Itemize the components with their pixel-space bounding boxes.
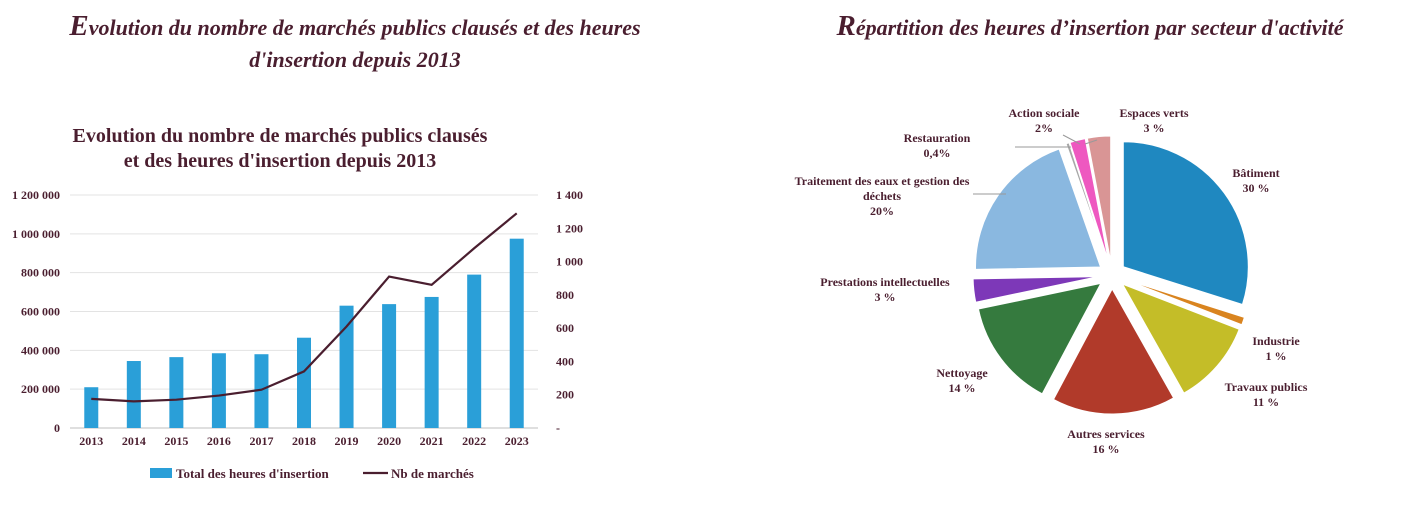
pie-label-value: 14 % <box>949 381 976 395</box>
pie-label-value: 3 % <box>1144 121 1165 135</box>
pie-label-name: Action sociale <box>1009 106 1081 120</box>
pie-slice <box>1122 141 1249 306</box>
pie-slice <box>1125 279 1246 326</box>
pie-label-value: 1 % <box>1266 349 1287 363</box>
pie-label-value: 16 % <box>1093 442 1120 456</box>
series-line <box>91 212 518 403</box>
pie-label-value: 0,4% <box>924 146 951 160</box>
x-tick-label: 2019 <box>335 434 359 448</box>
x-tick-label: 2016 <box>207 434 231 448</box>
y-right-tick-label: 400 <box>556 354 574 368</box>
pie-label-name: Nettoyage <box>936 366 988 380</box>
pie-slice <box>1069 138 1110 262</box>
pie-label-name: Traitement des eaux et gestion des <box>795 174 970 188</box>
chart-title-line: et des heures d'insertion depuis 2013 <box>124 150 436 172</box>
y-left-tick-label: 600 000 <box>21 305 60 319</box>
y-right-tick-label: - <box>556 421 560 435</box>
legend-label: Total des heures d'insertion <box>176 466 330 481</box>
bar <box>509 238 524 428</box>
pie-slice <box>1121 283 1240 394</box>
bar <box>169 357 184 428</box>
combo-bar-line-chart: Evolution du nombre de marchés publics c… <box>12 125 583 481</box>
y-right-tick-label: 1 000 <box>556 255 583 269</box>
pie-label-value: 2% <box>1035 121 1053 135</box>
y-right-tick-label: 1 200 <box>556 221 583 235</box>
pie-label: Restauration 0,4% <box>904 131 971 160</box>
pie-label: Prestations intellectuelles 3 % <box>820 275 950 304</box>
pie-label: Travaux publics 11 % <box>1225 380 1308 409</box>
right-title-text: épartition des heures d’insertion par se… <box>855 15 1344 40</box>
pie-label: Action sociale 2% <box>1009 106 1081 135</box>
right-title-initial: R <box>836 10 856 42</box>
y-left-tick-label: 800 000 <box>21 266 60 280</box>
chart-title-line: Evolution du nombre de marchés publics c… <box>73 125 488 147</box>
x-tick-label: 2014 <box>122 434 146 448</box>
pie-label-name: déchets <box>863 189 901 203</box>
bar <box>211 353 226 428</box>
pie-label-value: 11 % <box>1253 395 1279 409</box>
x-tick-label: 2017 <box>249 434 273 448</box>
pie-label: Autres services 16 % <box>1067 427 1145 456</box>
pie-slice <box>977 282 1102 395</box>
pie-slice <box>1052 287 1175 415</box>
legend-label: Nb de marchés <box>391 466 474 481</box>
x-tick-label: 2015 <box>164 434 188 448</box>
pie-label: Industrie 1 % <box>1252 334 1300 363</box>
pie-slice <box>1086 135 1112 262</box>
bar <box>254 354 269 428</box>
y-left-tick-label: 0 <box>54 421 60 435</box>
pie-slice <box>1065 142 1108 262</box>
bar <box>84 387 99 428</box>
pie-label: Espaces verts 3 % <box>1120 106 1189 135</box>
leader-line <box>1084 139 1098 145</box>
left-panel-title: Evolution du nombre de marchés publics c… <box>20 10 690 76</box>
pie-label: Nettoyage 14 % <box>936 366 988 395</box>
y-right-tick-label: 600 <box>556 321 574 335</box>
pie-label-value: 3 % <box>875 290 896 304</box>
pie-slice <box>975 148 1102 270</box>
sector-pie-chart: Bâtiment 30 %Industrie 1 %Travaux publics 1… <box>795 106 1308 456</box>
bar <box>126 361 141 428</box>
pie-label-name: Espaces verts <box>1120 106 1189 120</box>
pie-label-value: 30 % <box>1243 181 1270 195</box>
x-tick-label: 2018 <box>292 434 316 448</box>
leader-line <box>1062 134 1081 145</box>
pie-label-name: Bâtiment <box>1232 166 1279 180</box>
pie-label-value: 20% <box>870 204 894 218</box>
left-title-line2: d'insertion depuis 2013 <box>249 47 461 72</box>
y-right-tick-label: 800 <box>556 288 574 302</box>
x-tick-label: 2022 <box>462 434 486 448</box>
y-right-tick-label: 1 400 <box>556 188 583 202</box>
pie-label-name: Restauration <box>904 131 971 145</box>
pie-label: Traitement des eaux et gestion des déchet… <box>795 174 970 218</box>
y-right-tick-label: 200 <box>556 388 574 402</box>
pie-label-name: Industrie <box>1252 334 1300 348</box>
y-left-tick-label: 200 000 <box>21 382 60 396</box>
bar <box>424 296 439 428</box>
y-left-tick-label: 1 000 000 <box>12 227 60 241</box>
bar <box>297 337 311 428</box>
bar <box>339 305 354 428</box>
x-tick-label: 2020 <box>377 434 401 448</box>
legend-swatch-bars <box>150 468 172 478</box>
pie-label-name: Prestations intellectuelles <box>820 275 950 289</box>
x-tick-label: 2013 <box>79 434 103 448</box>
left-title-initial: E <box>69 10 89 42</box>
pie-slice <box>972 276 1099 303</box>
x-tick-label: 2023 <box>505 434 529 448</box>
y-left-tick-label: 400 000 <box>21 343 60 357</box>
x-tick-label: 2021 <box>420 434 444 448</box>
pie-label-name: Travaux publics <box>1225 380 1308 394</box>
y-left-tick-label: 1 200 000 <box>12 188 60 202</box>
left-title-line1: volution du nombre de marchés publics cl… <box>88 15 641 40</box>
pie-label: Bâtiment 30 % <box>1232 166 1279 195</box>
bar <box>382 304 397 428</box>
bar <box>467 274 482 428</box>
right-panel-title: Répartition des heures d’insertion par s… <box>780 10 1400 44</box>
pie-label-name: Autres services <box>1067 427 1145 441</box>
